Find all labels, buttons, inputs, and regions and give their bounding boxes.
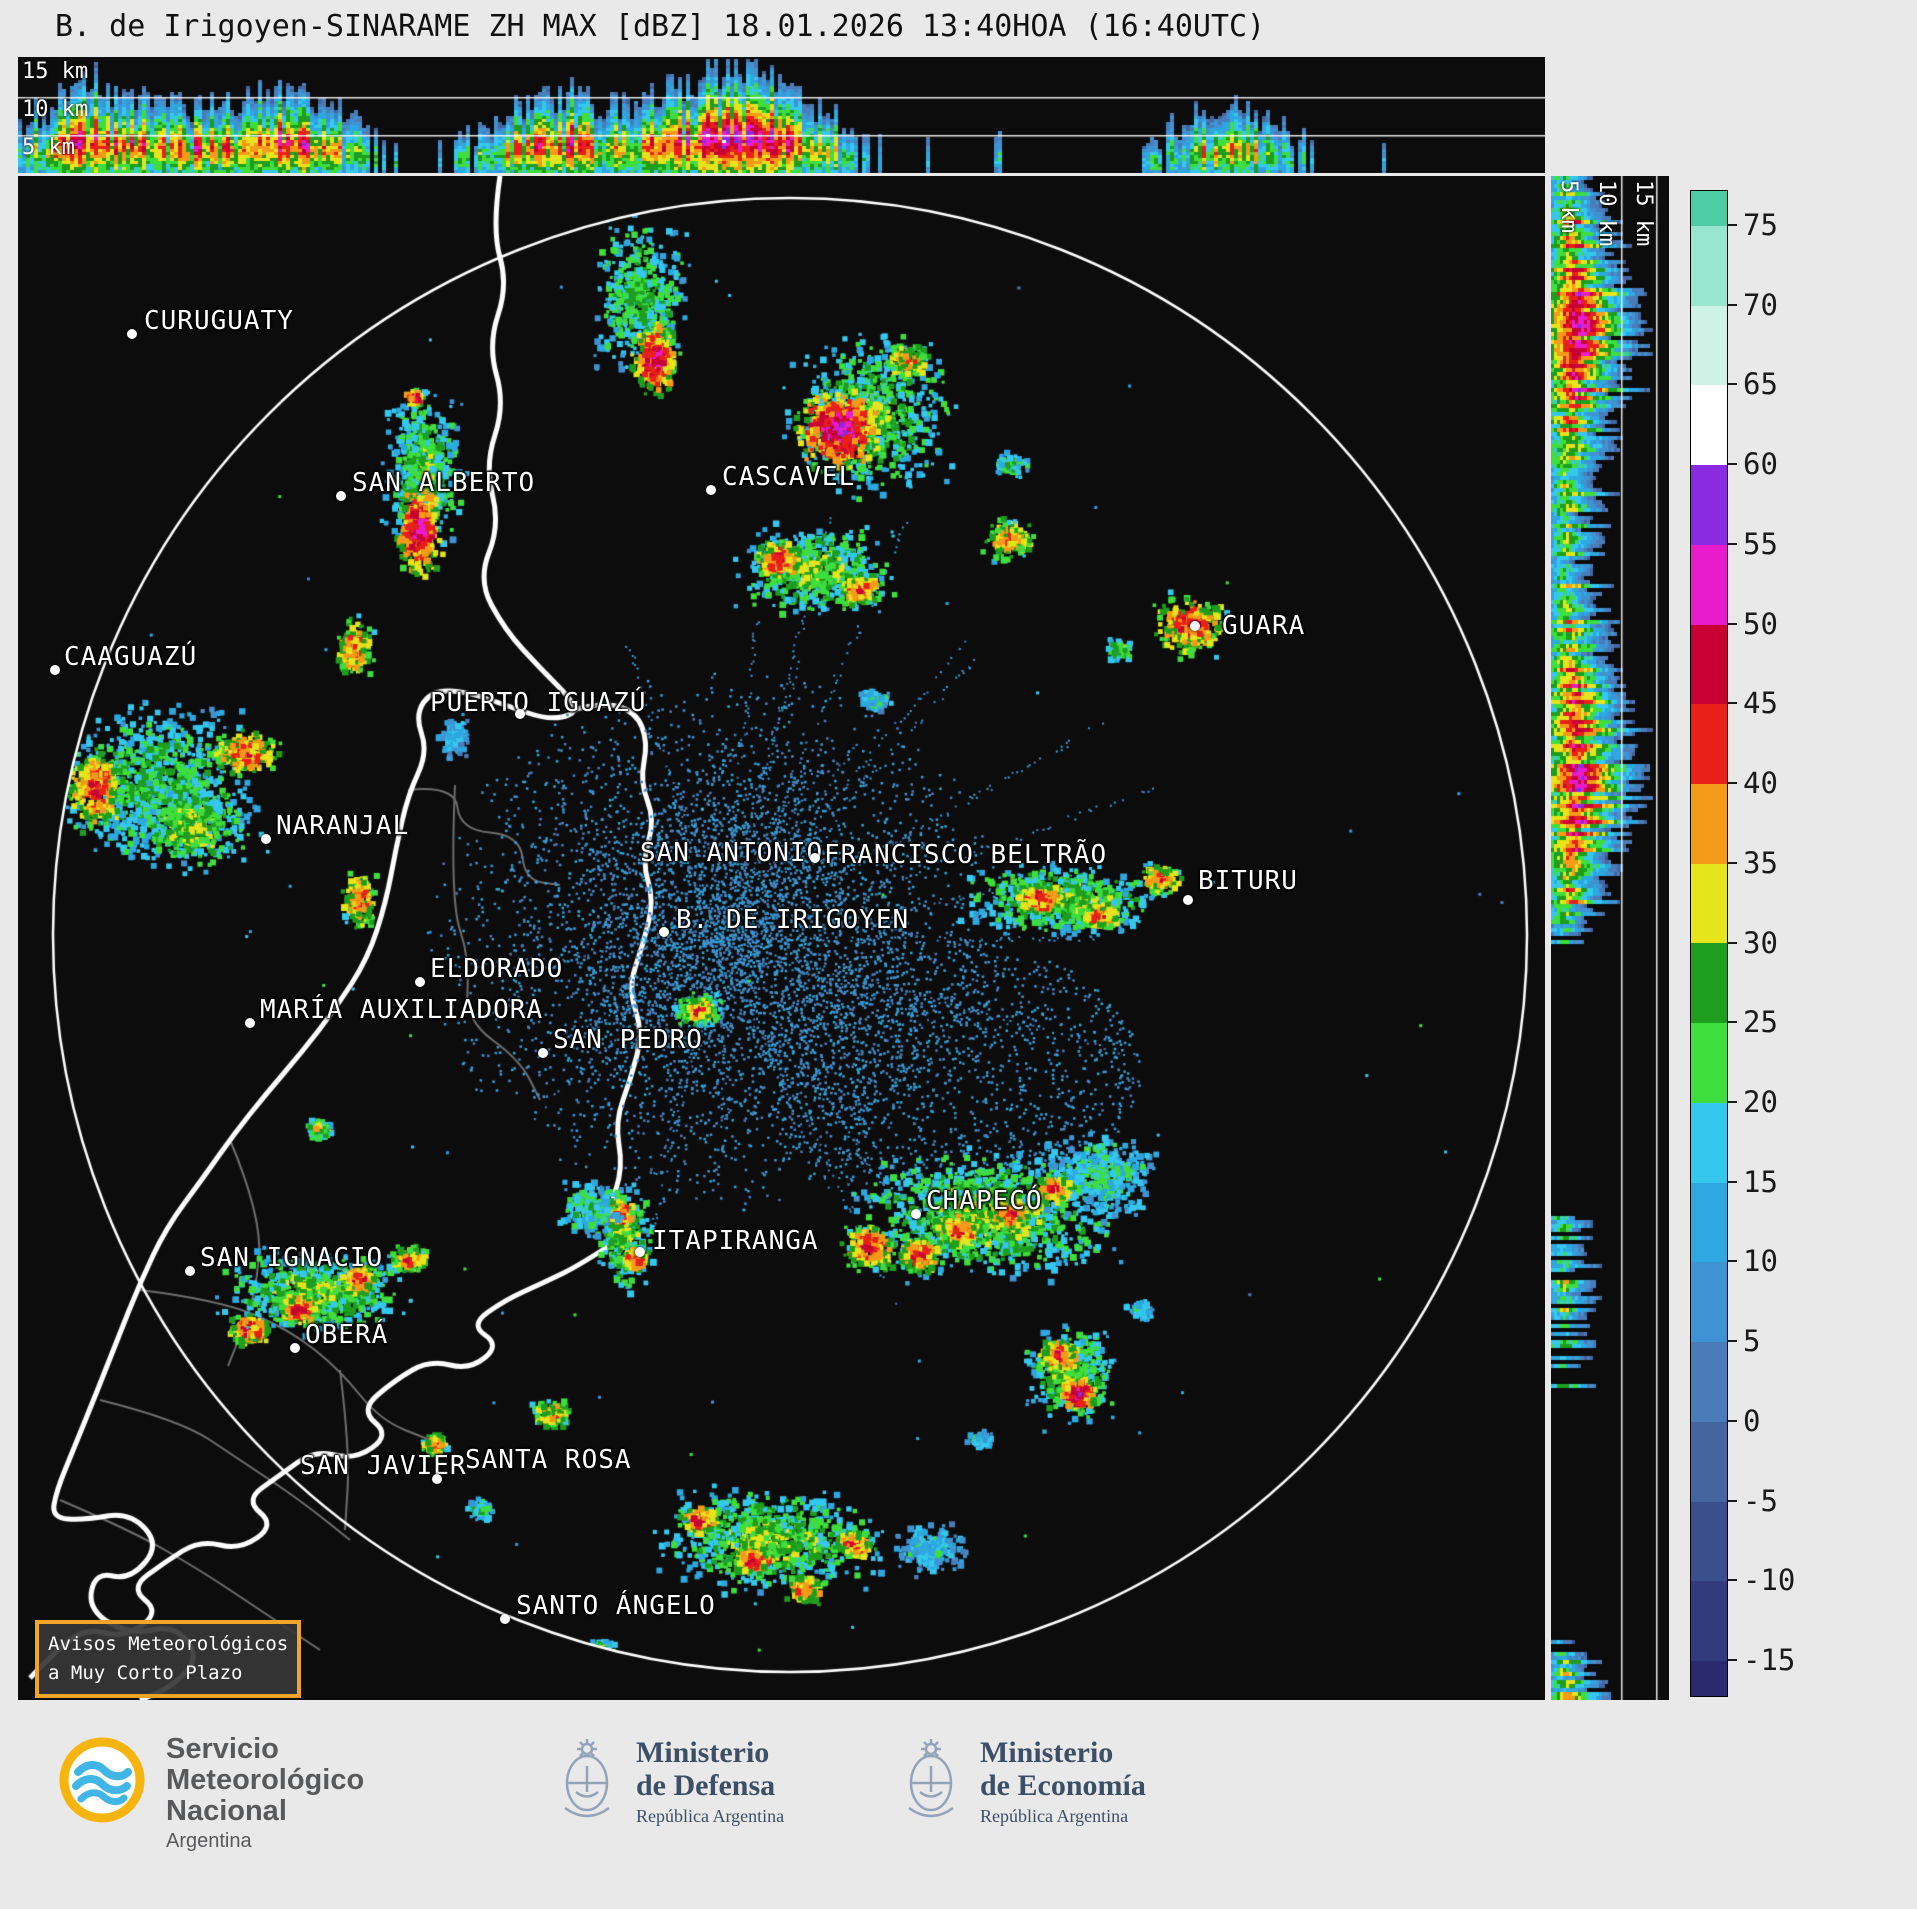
colorbar-segment: [1691, 544, 1727, 625]
colorbar-segment: [1691, 385, 1727, 466]
smn-name-line1: Servicio: [166, 1733, 279, 1765]
colorbar-tick-label: 30: [1743, 925, 1778, 960]
colorbar-tick-label: 25: [1743, 1005, 1778, 1040]
defensa-wordmark: Ministerio de Defensa República Argentin…: [636, 1736, 784, 1827]
top-cross-section-panel: [18, 57, 1545, 173]
colorbar-tick-label: 45: [1743, 686, 1778, 721]
colorbar-tick-label: 55: [1743, 526, 1778, 561]
right-cross-section-panel: [1551, 176, 1669, 1700]
colorbar-segment: [1691, 465, 1727, 545]
colorbar-segment: [1691, 1102, 1727, 1183]
colorbar-tick-mark: [1728, 1021, 1737, 1024]
footer: Servicio Meteorológico Nacional Argentin…: [0, 1700, 1917, 1909]
altitude-vlabel-5km: 5 km: [1556, 180, 1581, 233]
colorbar-tick-label: -5: [1743, 1483, 1778, 1518]
colorbar-segment: [1691, 1182, 1727, 1263]
altitude-label-5km: 5 km: [22, 135, 75, 160]
colorbar-tick-label: 40: [1743, 766, 1778, 801]
defensa-sub: República Argentina: [636, 1806, 785, 1826]
right-cross-section-canvas: [1551, 176, 1669, 1700]
dbz-colorbar: [1690, 190, 1728, 1697]
altitude-label-10km: 10 km: [22, 97, 89, 122]
colorbar-tick-label: 65: [1743, 367, 1778, 402]
colorbar-segment: [1691, 624, 1727, 705]
colorbar-tick-label: 75: [1743, 208, 1778, 242]
colorbar-segment: [1691, 305, 1727, 386]
top-cross-section-canvas: [18, 57, 1545, 173]
colorbar-tick-label: 35: [1743, 845, 1778, 880]
colorbar-tick-mark: [1728, 1659, 1737, 1661]
colorbar-tick-label: 0: [1743, 1403, 1761, 1438]
radar-map-panel: [18, 176, 1545, 1700]
defensa-logo-block: Ministerio de Defensa República Argentin…: [556, 1736, 784, 1827]
smn-name-line2: Meteorológico: [166, 1764, 365, 1796]
colorbar-segment: [1691, 1660, 1727, 1696]
colorbar-tick-label: 20: [1743, 1084, 1778, 1119]
coat-of-arms-icon: [564, 1739, 610, 1818]
colorbar-segment: [1691, 1421, 1727, 1502]
smn-name-line3: Nacional: [166, 1795, 287, 1827]
altitude-label-15km: 15 km: [22, 59, 89, 84]
colorbar-tick-label: 50: [1743, 606, 1778, 641]
colorbar-tick-mark: [1728, 303, 1737, 306]
colorbar-tick-label: -15: [1743, 1643, 1796, 1677]
coat-of-arms-icon: [908, 1739, 954, 1818]
altitude-vlabel-10km: 10 km: [1594, 180, 1619, 247]
smn-logo-block: Servicio Meteorológico Nacional Argentin…: [56, 1734, 364, 1853]
economia-line1: Ministerio: [980, 1736, 1114, 1769]
colorbar-tick-mark: [1728, 1100, 1737, 1103]
colorbar-tick-mark: [1728, 542, 1737, 545]
colorbar-tick-mark: [1728, 383, 1737, 386]
colorbar-segment: [1691, 1342, 1727, 1422]
colorbar-tick-mark: [1728, 861, 1737, 864]
colorbar-segment: [1691, 191, 1727, 226]
colorbar-segment: [1691, 1262, 1727, 1343]
radar-map-canvas: [18, 176, 1545, 1700]
colorbar-tick-mark: [1728, 463, 1737, 466]
colorbar-tick-label: 10: [1743, 1244, 1778, 1279]
colorbar-tick-mark: [1728, 941, 1737, 944]
colorbar-tick-mark: [1728, 702, 1737, 705]
colorbar-segment: [1691, 704, 1727, 785]
colorbar-tick-mark: [1728, 1340, 1737, 1343]
colorbar-tick-label: 5: [1743, 1324, 1761, 1359]
colorbar-tick-mark: [1728, 224, 1737, 226]
smn-wordmark: Servicio Meteorológico Nacional Argentin…: [166, 1734, 364, 1853]
colorbar-segment: [1691, 1581, 1727, 1661]
colorbar-tick-mark: [1728, 1180, 1737, 1183]
colorbar-segment: [1691, 943, 1727, 1024]
colorbar-tick-mark: [1728, 1499, 1737, 1502]
colorbar-tick-label: 60: [1743, 447, 1778, 482]
colorbar-segment: [1691, 863, 1727, 944]
colorbar-tick-label: 70: [1743, 287, 1778, 322]
colorbar-segment: [1691, 1023, 1727, 1103]
defensa-line1: Ministerio: [636, 1736, 770, 1769]
colorbar-segment: [1691, 226, 1727, 306]
colorbar-tick-mark: [1728, 622, 1737, 625]
colorbar-tick-mark: [1728, 1419, 1737, 1422]
colorbar-tick-mark: [1728, 1260, 1737, 1263]
smn-country: Argentina: [166, 1830, 252, 1852]
economia-wordmark: Ministerio de Economía República Argenti…: [980, 1736, 1146, 1827]
economia-line2: de Economía: [980, 1769, 1146, 1802]
altitude-vlabel-15km: 15 km: [1631, 180, 1656, 247]
economia-logo-block: Ministerio de Economía República Argenti…: [900, 1736, 1146, 1827]
colorbar-tick-mark: [1728, 1579, 1737, 1582]
colorbar-tick-mark: [1728, 782, 1737, 785]
smn-logo-icon: [59, 1737, 145, 1823]
colorbar-segment: [1691, 1501, 1727, 1582]
colorbar-tick-label: -10: [1743, 1563, 1796, 1598]
page-title: B. de Irigoyen-SINARAME ZH MAX [dBZ] 18.…: [55, 9, 1266, 44]
economia-sub: República Argentina: [980, 1806, 1129, 1826]
defensa-line2: de Defensa: [636, 1769, 776, 1802]
colorbar-tick-label: 15: [1743, 1164, 1778, 1199]
colorbar-segment: [1691, 784, 1727, 864]
